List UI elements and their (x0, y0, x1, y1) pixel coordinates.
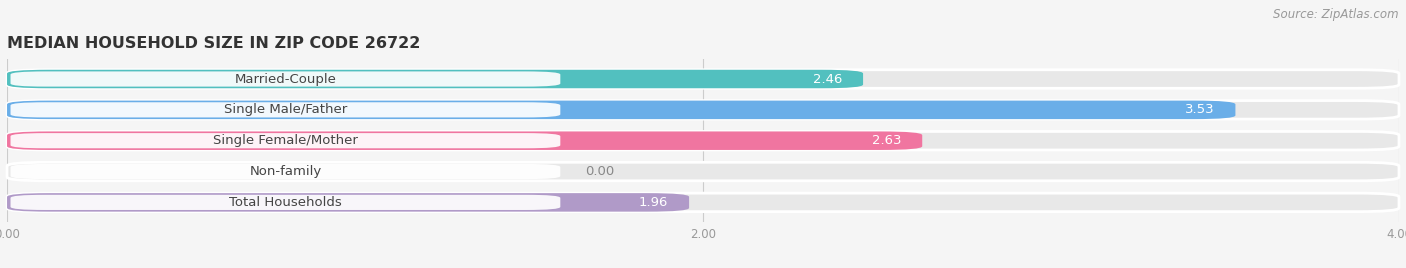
Text: Total Households: Total Households (229, 196, 342, 209)
FancyBboxPatch shape (10, 195, 561, 210)
FancyBboxPatch shape (7, 70, 1399, 88)
FancyBboxPatch shape (10, 102, 561, 117)
Text: Married-Couple: Married-Couple (235, 73, 336, 85)
FancyBboxPatch shape (7, 193, 1399, 212)
FancyBboxPatch shape (10, 133, 561, 148)
Text: MEDIAN HOUSEHOLD SIZE IN ZIP CODE 26722: MEDIAN HOUSEHOLD SIZE IN ZIP CODE 26722 (7, 36, 420, 51)
FancyBboxPatch shape (7, 100, 1236, 119)
Text: Single Male/Father: Single Male/Father (224, 103, 347, 116)
Text: 3.53: 3.53 (1185, 103, 1215, 116)
Text: 2.46: 2.46 (813, 73, 842, 85)
Text: 2.63: 2.63 (872, 134, 901, 147)
FancyBboxPatch shape (7, 100, 1399, 119)
Text: Single Female/Mother: Single Female/Mother (212, 134, 359, 147)
FancyBboxPatch shape (10, 71, 561, 87)
FancyBboxPatch shape (7, 70, 863, 88)
Text: Non-family: Non-family (249, 165, 322, 178)
Text: 0.00: 0.00 (585, 165, 614, 178)
FancyBboxPatch shape (7, 193, 689, 212)
FancyBboxPatch shape (7, 131, 1399, 150)
FancyBboxPatch shape (10, 164, 561, 179)
FancyBboxPatch shape (7, 162, 1399, 181)
Text: 1.96: 1.96 (638, 196, 668, 209)
Text: Source: ZipAtlas.com: Source: ZipAtlas.com (1274, 8, 1399, 21)
FancyBboxPatch shape (7, 131, 922, 150)
